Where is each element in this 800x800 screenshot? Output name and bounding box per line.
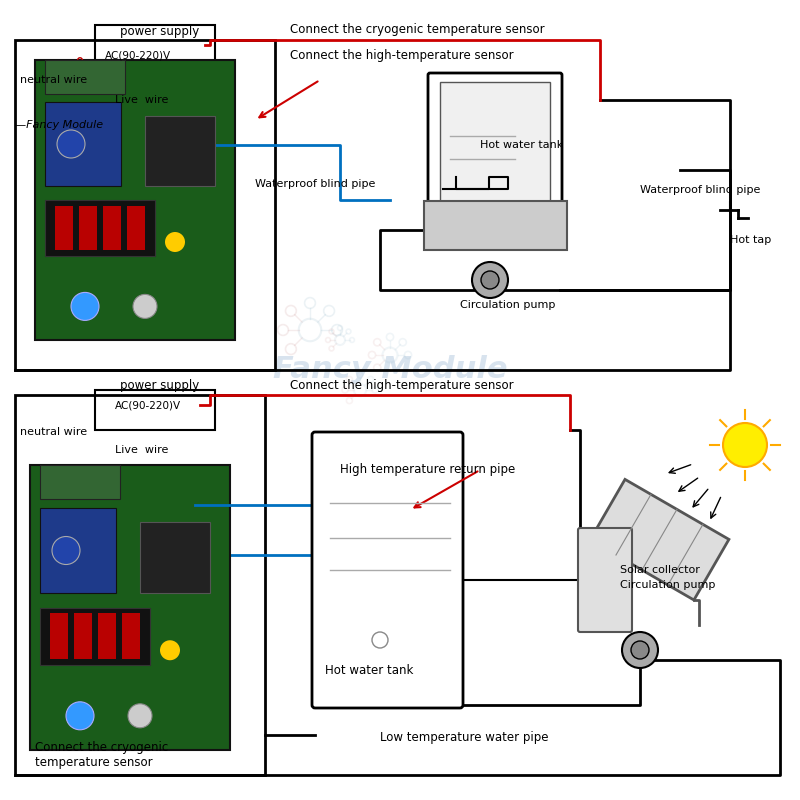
Circle shape — [165, 232, 185, 252]
Bar — [50, 613, 68, 659]
Bar — [45, 200, 155, 256]
Text: High temperature return pipe: High temperature return pipe — [340, 463, 515, 477]
Bar — [140, 522, 210, 594]
Circle shape — [128, 704, 152, 728]
Circle shape — [481, 271, 499, 289]
Bar — [74, 613, 92, 659]
Text: Solar collector: Solar collector — [620, 565, 700, 575]
Bar — [95, 390, 215, 430]
Circle shape — [160, 640, 180, 660]
Text: Hot water tank: Hot water tank — [325, 663, 414, 677]
Text: power supply: power supply — [120, 26, 199, 38]
Bar — [55, 206, 73, 250]
Text: Connect the high-temperature sensor: Connect the high-temperature sensor — [290, 49, 514, 62]
Bar — [40, 508, 116, 594]
Circle shape — [631, 641, 649, 659]
Circle shape — [133, 294, 157, 318]
Circle shape — [71, 292, 99, 321]
Bar — [95, 25, 215, 65]
Text: AC(90-220)V: AC(90-220)V — [105, 50, 171, 60]
Circle shape — [57, 130, 85, 158]
Circle shape — [472, 262, 508, 298]
Text: Hot tap: Hot tap — [730, 235, 771, 245]
Text: Waterproof blind pipe: Waterproof blind pipe — [640, 185, 760, 195]
Text: Live  wire: Live wire — [115, 95, 168, 105]
Circle shape — [66, 702, 94, 730]
Bar — [15, 40, 275, 370]
Bar — [40, 607, 150, 665]
Bar — [79, 206, 97, 250]
Bar — [440, 82, 550, 201]
Bar — [103, 206, 121, 250]
FancyBboxPatch shape — [578, 528, 632, 632]
Text: Waterproof blind pipe: Waterproof blind pipe — [255, 179, 375, 189]
Circle shape — [52, 537, 80, 565]
Text: Connect the cryogenic
temperature sensor: Connect the cryogenic temperature sensor — [35, 741, 168, 769]
Text: Connect the high-temperature sensor: Connect the high-temperature sensor — [290, 378, 514, 391]
Text: power supply: power supply — [120, 378, 199, 391]
Bar — [98, 613, 116, 659]
Text: Fancy Module: Fancy Module — [273, 355, 507, 385]
Text: neutral wire: neutral wire — [20, 427, 87, 437]
Bar — [145, 116, 215, 186]
Text: Connect the cryogenic temperature sensor: Connect the cryogenic temperature sensor — [290, 23, 545, 37]
Bar — [423, 201, 566, 250]
Bar — [45, 102, 121, 186]
Polygon shape — [590, 479, 729, 600]
Text: Low temperature water pipe: Low temperature water pipe — [380, 731, 549, 745]
Bar — [45, 60, 125, 94]
Text: Circulation pump: Circulation pump — [460, 300, 555, 310]
FancyBboxPatch shape — [428, 73, 562, 208]
Text: Hot water tank: Hot water tank — [480, 140, 563, 150]
FancyBboxPatch shape — [312, 432, 463, 708]
Bar — [40, 465, 120, 499]
Text: Live  wire: Live wire — [115, 445, 168, 455]
Bar — [35, 60, 235, 340]
Circle shape — [622, 632, 658, 668]
Text: Circulation pump: Circulation pump — [620, 580, 715, 590]
Bar — [15, 395, 265, 775]
Bar — [30, 465, 230, 750]
Bar — [127, 206, 145, 250]
Text: —Fancy Module: —Fancy Module — [15, 120, 103, 130]
Text: neutral wire: neutral wire — [20, 75, 87, 85]
Circle shape — [723, 423, 767, 467]
Bar — [122, 613, 140, 659]
Text: AC(90-220)V: AC(90-220)V — [115, 400, 181, 410]
